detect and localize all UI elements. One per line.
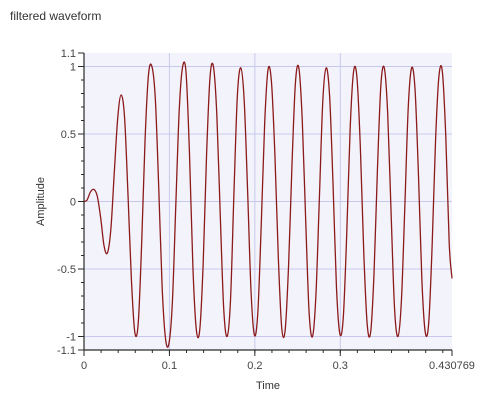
grid — [84, 53, 452, 350]
y-tick-label: 0.5 — [61, 129, 76, 141]
tick-labels: 0 0.1 0.2 0.3 0.430769 -1.1-1 -0.5 0 0.5 1 1.1 — [57, 48, 475, 372]
y-tick-label: -0.5 — [57, 264, 76, 276]
x-tick-label: 0.1 — [162, 360, 177, 372]
series-line — [83, 61, 453, 348]
chart-title: filtered waveform — [10, 9, 102, 23]
y-tick-label: -1 — [66, 332, 76, 344]
y-tick-label: 0 — [70, 197, 76, 209]
x-tick-label: 0.3 — [333, 360, 348, 372]
x-axis-title: Time — [256, 380, 280, 392]
x-tick-label: 0.2 — [247, 360, 262, 372]
x-tick-label: 0 — [81, 360, 87, 372]
y-axis-title: Amplitude — [35, 177, 47, 226]
series-layer — [83, 61, 453, 348]
x-tick-label: 0.430769 — [429, 360, 475, 372]
y-tick-label: 1 — [70, 62, 76, 74]
y-tick-label: 1.1 — [61, 48, 76, 60]
y-tick-label: -1.1 — [57, 345, 76, 357]
